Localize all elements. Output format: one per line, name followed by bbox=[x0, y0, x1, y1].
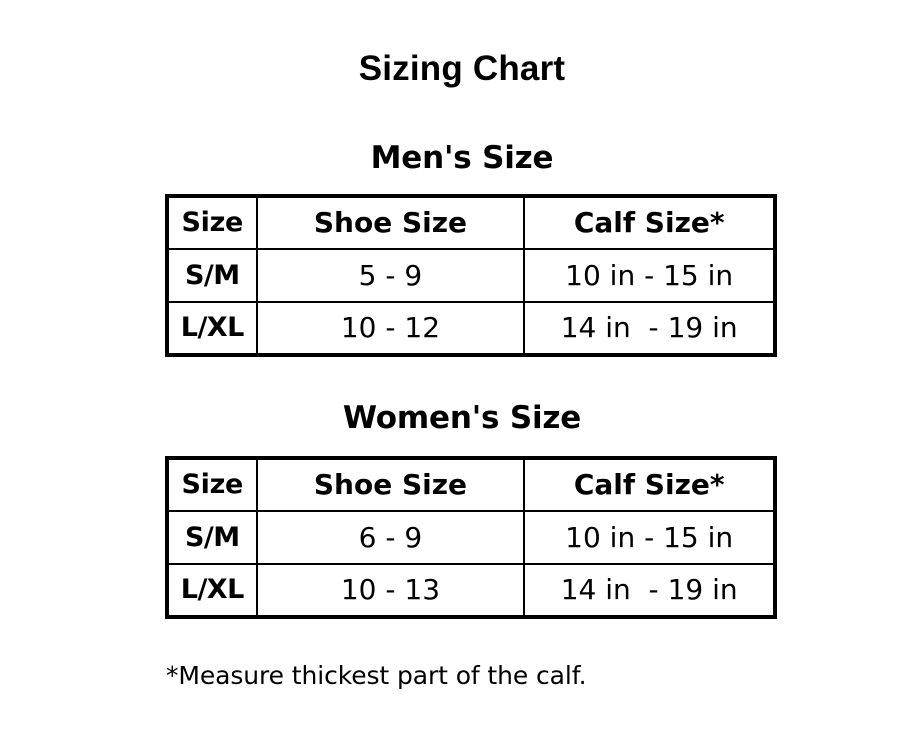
cell-calf-size: 14 in - 19 in bbox=[523, 301, 776, 356]
cell-size: S/M bbox=[166, 510, 258, 565]
section-heading-womens: Women's Size bbox=[342, 400, 582, 436]
cell-shoe-size: 6 - 9 bbox=[255, 510, 526, 565]
column-header-calf-size: Calf Size* bbox=[523, 457, 776, 512]
mens-size-table: Size Shoe Size Calf Size* S/M 5 - 9 10 i… bbox=[165, 194, 777, 357]
column-header-shoe-size: Shoe Size bbox=[255, 457, 526, 512]
table-header-row: Size Shoe Size Calf Size* bbox=[166, 457, 776, 512]
table-row: L/XL 10 - 12 14 in - 19 in bbox=[166, 301, 776, 356]
column-header-size: Size bbox=[166, 195, 258, 250]
cell-calf-size: 10 in - 15 in bbox=[523, 248, 776, 303]
cell-size: L/XL bbox=[166, 301, 258, 356]
cell-size: L/XL bbox=[166, 563, 258, 618]
column-header-shoe-size: Shoe Size bbox=[255, 195, 526, 250]
cell-size: S/M bbox=[166, 248, 258, 303]
cell-shoe-size: 10 - 12 bbox=[255, 301, 526, 356]
page-title: Sizing Chart bbox=[358, 49, 566, 88]
column-header-calf-size: Calf Size* bbox=[523, 195, 776, 250]
section-heading-mens: Men's Size bbox=[370, 140, 554, 176]
cell-shoe-size: 10 - 13 bbox=[255, 563, 526, 618]
table-row: L/XL 10 - 13 14 in - 19 in bbox=[166, 563, 776, 618]
cell-calf-size: 10 in - 15 in bbox=[523, 510, 776, 565]
table-row: S/M 6 - 9 10 in - 15 in bbox=[166, 510, 776, 565]
cell-calf-size: 14 in - 19 in bbox=[523, 563, 776, 618]
footnote-measure-note: *Measure thickest part of the calf. bbox=[166, 661, 587, 690]
table-row: S/M 5 - 9 10 in - 15 in bbox=[166, 248, 776, 303]
column-header-size: Size bbox=[166, 457, 258, 512]
womens-size-table: Size Shoe Size Calf Size* S/M 6 - 9 10 i… bbox=[165, 456, 777, 619]
cell-shoe-size: 5 - 9 bbox=[255, 248, 526, 303]
table-header-row: Size Shoe Size Calf Size* bbox=[166, 195, 776, 250]
